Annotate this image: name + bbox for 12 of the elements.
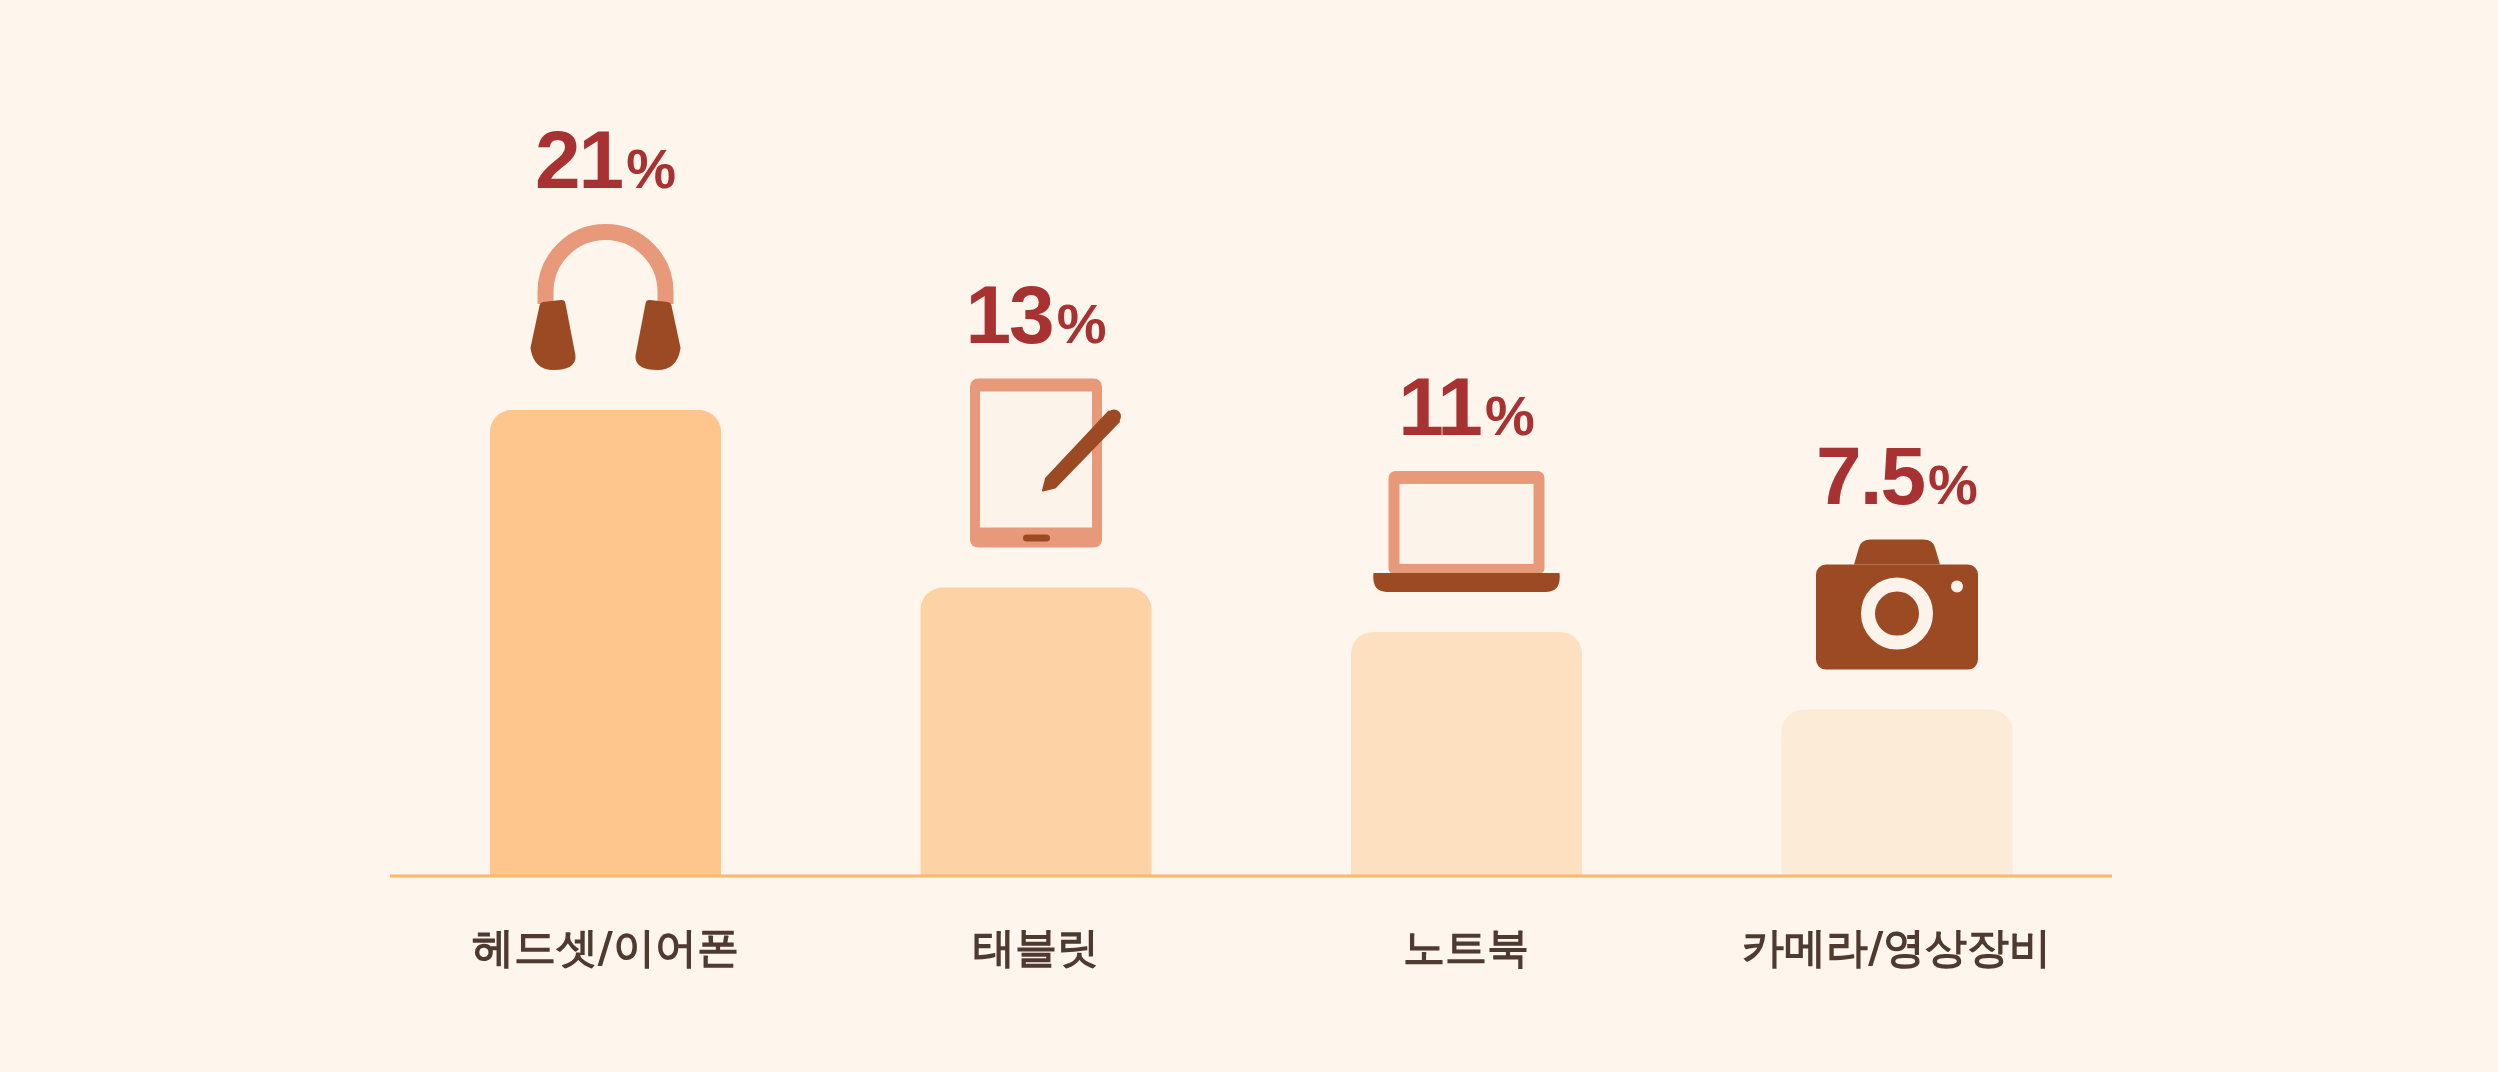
bar [490,410,721,876]
x-tick-label: 헤드셋/이어폰 [471,923,739,972]
bar [1351,631,1582,876]
data-label: 7.5% [1816,429,1978,521]
data-label: 11% [1398,360,1535,452]
bar [920,587,1152,876]
data-label: 21% [534,114,677,205]
x-tick-label: 태블릿 [972,923,1099,972]
x-tick-label: 카메라/영상장비 [1742,923,2052,972]
data-label: 13% [965,268,1107,360]
bar [1781,709,2013,876]
x-tick-label: 노트북 [1403,923,1530,972]
